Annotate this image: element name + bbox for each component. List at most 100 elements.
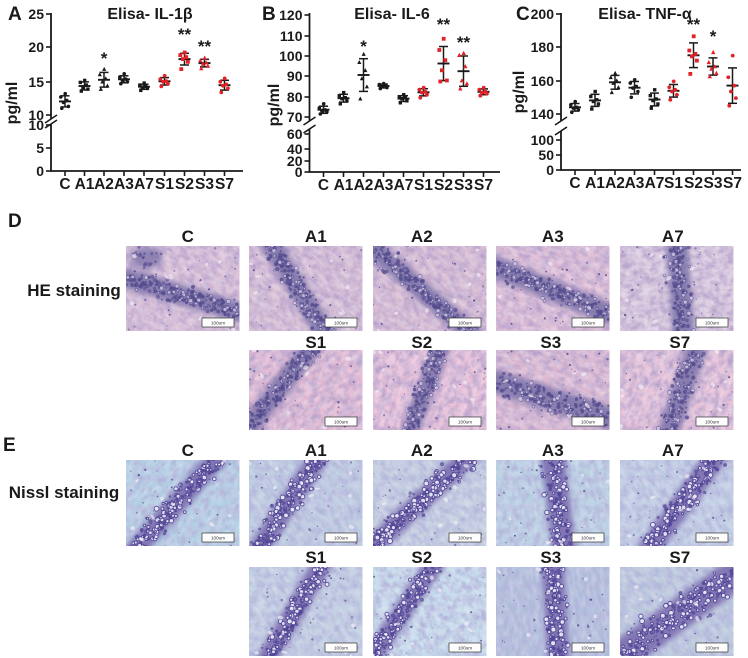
svg-text:S2: S2 xyxy=(411,333,432,352)
svg-text:*: * xyxy=(101,49,108,68)
svg-text:*: * xyxy=(360,37,367,56)
svg-text:Nissl staining: Nissl staining xyxy=(9,483,120,502)
svg-text:**: ** xyxy=(457,33,471,52)
svg-text:C: C xyxy=(182,227,194,246)
svg-text:140: 140 xyxy=(531,106,555,122)
svg-text:100um: 100um xyxy=(334,420,348,425)
svg-text:A1: A1 xyxy=(75,176,95,193)
svg-text:S7: S7 xyxy=(723,175,742,192)
svg-text:**: ** xyxy=(687,15,701,34)
svg-text:pg/ml: pg/ml xyxy=(4,82,21,125)
svg-text:20: 20 xyxy=(287,153,303,169)
svg-text:100um: 100um xyxy=(458,321,472,326)
svg-text:0: 0 xyxy=(546,162,554,178)
svg-text:C: C xyxy=(569,175,580,192)
svg-text:100um: 100um xyxy=(458,646,472,651)
svg-text:100um: 100um xyxy=(211,321,225,326)
svg-text:A3: A3 xyxy=(542,227,564,246)
svg-text:100um: 100um xyxy=(581,420,595,425)
svg-text:0: 0 xyxy=(295,164,303,180)
svg-text:C: C xyxy=(516,4,530,25)
svg-text:100um: 100um xyxy=(705,420,719,425)
svg-text:S1: S1 xyxy=(305,548,326,567)
svg-text:160: 160 xyxy=(531,73,555,89)
svg-text:**: ** xyxy=(178,25,192,44)
svg-text:100um: 100um xyxy=(705,646,719,651)
svg-text:40: 40 xyxy=(287,141,303,157)
svg-text:100um: 100um xyxy=(705,536,719,541)
svg-text:10: 10 xyxy=(28,117,44,133)
svg-text:A3: A3 xyxy=(114,176,134,193)
svg-text:20: 20 xyxy=(28,39,44,55)
svg-text:S3: S3 xyxy=(704,175,723,192)
svg-text:100um: 100um xyxy=(334,646,348,651)
svg-text:**: ** xyxy=(437,15,451,34)
svg-text:S2: S2 xyxy=(411,548,432,567)
svg-text:110: 110 xyxy=(280,28,303,44)
svg-text:A2: A2 xyxy=(411,441,433,460)
svg-text:A2: A2 xyxy=(411,227,433,246)
svg-text:100: 100 xyxy=(531,132,555,148)
svg-text:200: 200 xyxy=(531,6,555,22)
svg-text:50: 50 xyxy=(538,147,554,163)
svg-text:A1: A1 xyxy=(305,227,327,246)
svg-text:D: D xyxy=(8,211,22,232)
svg-text:100um: 100um xyxy=(581,321,595,326)
svg-text:C: C xyxy=(182,441,194,460)
svg-text:A2: A2 xyxy=(605,175,625,192)
svg-text:25: 25 xyxy=(28,6,44,22)
svg-text:100um: 100um xyxy=(705,321,719,326)
svg-text:A7: A7 xyxy=(662,441,684,460)
svg-text:C: C xyxy=(318,177,329,194)
svg-text:A2: A2 xyxy=(354,177,374,194)
svg-text:*: * xyxy=(710,27,717,46)
svg-text:B: B xyxy=(262,4,276,25)
svg-text:100um: 100um xyxy=(334,321,348,326)
svg-text:S7: S7 xyxy=(669,333,690,352)
svg-text:S1: S1 xyxy=(155,176,174,193)
svg-text:S3: S3 xyxy=(195,176,214,193)
svg-text:A7: A7 xyxy=(134,176,154,193)
svg-text:70: 70 xyxy=(287,109,303,125)
svg-text:S3: S3 xyxy=(540,548,561,567)
svg-text:A1: A1 xyxy=(585,175,605,192)
svg-text:Elisa- IL-6: Elisa- IL-6 xyxy=(354,6,430,23)
svg-text:100um: 100um xyxy=(458,420,472,425)
svg-text:**: ** xyxy=(198,37,212,56)
svg-text:180: 180 xyxy=(531,39,555,55)
svg-text:A2: A2 xyxy=(94,176,114,193)
svg-text:A3: A3 xyxy=(374,177,394,194)
svg-text:A7: A7 xyxy=(394,177,414,194)
svg-text:A3: A3 xyxy=(625,175,645,192)
svg-text:S7: S7 xyxy=(215,176,234,193)
svg-text:A1: A1 xyxy=(305,441,327,460)
svg-text:pg/ml: pg/ml xyxy=(511,71,528,114)
svg-text:HE staining: HE staining xyxy=(27,281,121,300)
svg-text:S3: S3 xyxy=(540,333,561,352)
svg-text:60: 60 xyxy=(287,126,303,142)
svg-text:100um: 100um xyxy=(211,536,225,541)
svg-text:A1: A1 xyxy=(334,177,354,194)
svg-text:80: 80 xyxy=(287,89,303,105)
svg-text:A7: A7 xyxy=(662,227,684,246)
svg-text:S2: S2 xyxy=(175,176,194,193)
svg-text:E: E xyxy=(3,435,16,456)
svg-text:S1: S1 xyxy=(305,333,326,352)
svg-text:100um: 100um xyxy=(458,536,472,541)
svg-text:S3: S3 xyxy=(454,177,473,194)
svg-text:100: 100 xyxy=(279,48,303,64)
svg-text:S2: S2 xyxy=(684,175,703,192)
svg-text:Elisa- IL-1β: Elisa- IL-1β xyxy=(107,6,193,23)
svg-text:C: C xyxy=(59,176,70,193)
svg-text:10: 10 xyxy=(28,107,44,123)
svg-text:A: A xyxy=(8,4,22,25)
svg-text:S1: S1 xyxy=(414,177,433,194)
svg-text:120: 120 xyxy=(279,7,303,23)
svg-text:S7: S7 xyxy=(474,177,493,194)
svg-text:100um: 100um xyxy=(334,536,348,541)
svg-text:0: 0 xyxy=(36,163,44,179)
svg-text:A3: A3 xyxy=(542,441,564,460)
svg-text:100um: 100um xyxy=(581,536,595,541)
svg-text:S7: S7 xyxy=(669,548,690,567)
svg-text:90: 90 xyxy=(287,68,303,84)
